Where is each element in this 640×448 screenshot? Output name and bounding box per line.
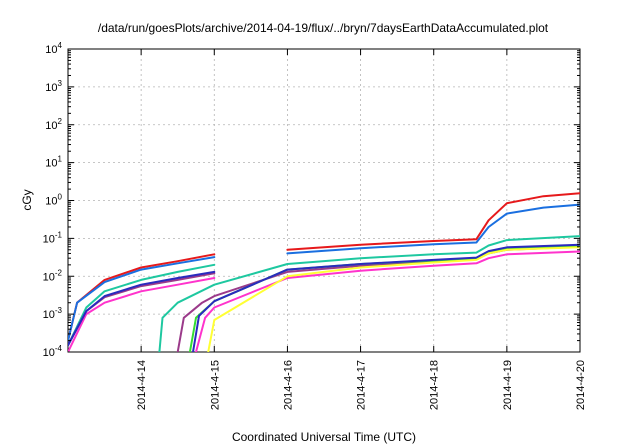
y-tick-base: 10	[43, 309, 55, 321]
x-tick-label: 2014-4-16	[282, 360, 294, 410]
y-tick-label: 100	[45, 193, 62, 208]
y-tick-base: 10	[45, 158, 57, 170]
series-line-8	[207, 246, 580, 352]
y-tick-label: 102	[45, 117, 62, 132]
y-tick-exponent: 1	[58, 155, 63, 164]
x-tick-label: 2014-4-18	[429, 360, 441, 410]
y-tick-label: 103	[45, 79, 62, 94]
chart-title: /data/run/goesPlots/archive/2014-04-19/f…	[98, 21, 549, 35]
y-tick-base: 10	[43, 271, 55, 283]
series-line-1	[68, 253, 216, 342]
y-tick-exponent: -2	[55, 268, 63, 277]
y-tick-exponent: 0	[58, 193, 63, 202]
series-line-4	[68, 277, 216, 352]
y-tick-exponent: -3	[55, 306, 63, 315]
y-tick-label: 104	[45, 41, 62, 56]
series-line-2	[68, 256, 216, 342]
y-tick-label: 101	[45, 155, 62, 170]
series-lines	[68, 192, 580, 352]
y-tick-base: 10	[45, 82, 57, 94]
series-line-1	[286, 192, 580, 251]
y-tick-exponent: 2	[58, 117, 63, 126]
y-tick-exponent: 3	[58, 79, 63, 88]
y-axis-label: cGy	[20, 189, 34, 210]
series-line-7	[192, 243, 580, 352]
y-tick-base: 10	[43, 233, 55, 245]
x-axis-ticks: 2014-4-14 2014-4-15 2014-4-16 2014-4-17 2014…	[136, 49, 587, 410]
y-tick-base: 10	[43, 347, 55, 359]
series-line-4	[195, 250, 580, 352]
y-tick-label: 10-1	[43, 230, 63, 245]
x-axis-label: Coordinated Universal Time (UTC)	[232, 430, 416, 444]
y-tick-exponent: -1	[55, 230, 63, 239]
y-tick-base: 10	[45, 44, 57, 56]
x-tick-label: 2014-4-20	[575, 360, 587, 410]
series-line-2	[286, 203, 580, 255]
x-tick-label: 2014-4-14	[136, 360, 148, 410]
y-tick-base: 10	[45, 120, 57, 132]
y-tick-label: 10-2	[43, 268, 63, 283]
x-tick-label: 2014-4-19	[502, 360, 514, 410]
series-line-3	[158, 235, 580, 352]
series-line-7	[68, 270, 216, 347]
y-tick-label: 10-4	[43, 344, 63, 359]
x-tick-label: 2014-4-15	[209, 360, 221, 410]
x-tick-label: 2014-4-17	[356, 360, 368, 410]
grid-lines	[68, 49, 580, 352]
y-tick-base: 10	[45, 196, 57, 208]
y-tick-exponent: 4	[58, 41, 63, 50]
y-tick-exponent: -4	[55, 344, 63, 353]
series-line-3	[68, 263, 216, 347]
y-tick-label: 10-3	[43, 306, 63, 321]
